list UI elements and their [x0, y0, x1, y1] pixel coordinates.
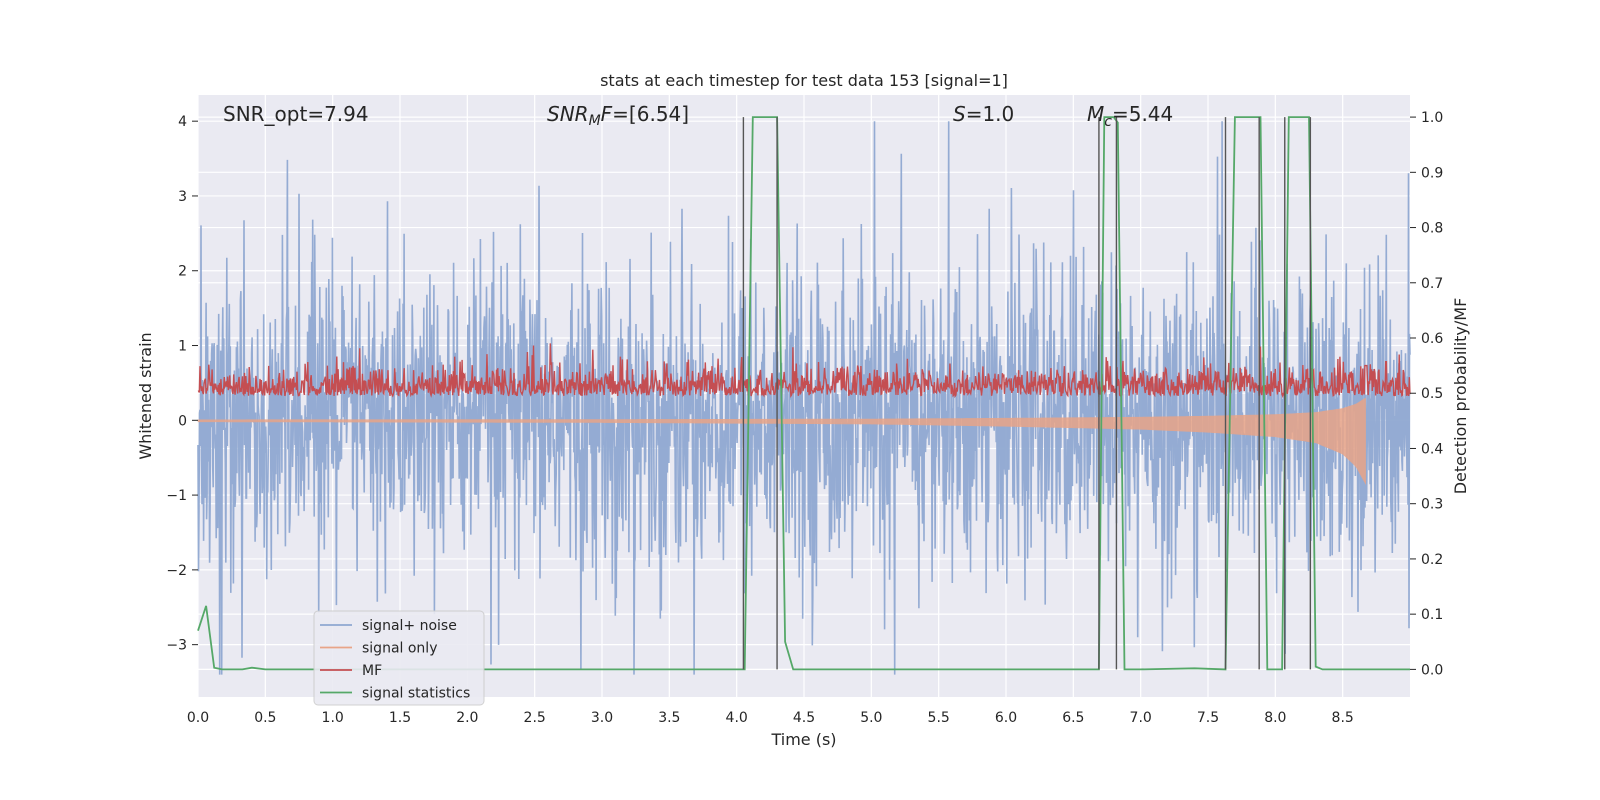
y2-tick-label: 0.7: [1421, 276, 1443, 292]
x-tick-label: 7.0: [1130, 710, 1152, 726]
x-tick-label: 2.0: [456, 710, 478, 726]
legend-label: signal only: [362, 641, 437, 657]
legend-label: signal statistics: [362, 686, 470, 702]
y-tick-label: −2: [166, 563, 187, 579]
y2-axis-label: Detection probability/MF: [1451, 298, 1470, 495]
y2-tick-label: 0.1: [1421, 607, 1443, 623]
x-tick-label: 5.0: [860, 710, 882, 726]
y2-tick-label: 0.5: [1421, 386, 1443, 402]
y-tick-label: 1: [178, 339, 187, 355]
y-tick-label: 2: [178, 264, 187, 280]
x-tick-label: 3.0: [591, 710, 613, 726]
y2-tick-label: 1.0: [1421, 110, 1443, 126]
annotation-snr-mf-value: =[6.54]: [612, 102, 689, 126]
y2-tick-label: 0.6: [1421, 331, 1443, 347]
axes: 0.0 0.5 1.0 1.5 2.0 2.5 3.0 3.5 4.0 4.5 5.0 5.5 6.0 6…: [166, 110, 1443, 726]
annotation-snr-mf: SNRMF=[6.54]: [547, 102, 689, 129]
x-tick-label: 5.5: [928, 710, 950, 726]
y-tick-label: 0: [178, 413, 187, 429]
chart-title: stats at each timestep for test data 153…: [600, 71, 1008, 90]
x-tick-label: 4.5: [793, 710, 815, 726]
x-tick-label: 1.5: [389, 710, 411, 726]
plot-content: [197, 116, 1411, 675]
x-tick-label: 7.5: [1197, 710, 1219, 726]
y2-tick-label: 0.2: [1421, 552, 1443, 568]
y2-tick-label: 0.9: [1421, 165, 1443, 181]
annotation-mc-sub: c: [1104, 114, 1112, 130]
annotation-s: S=1.0: [953, 102, 1014, 126]
x-tick-label: 1.0: [322, 710, 344, 726]
annotation-s-value: =1.0: [966, 102, 1015, 126]
annotation-snr-mf-label: SNR: [547, 102, 589, 126]
legend-label: MF: [362, 663, 382, 679]
annotation-mc-value: =5.44: [1112, 102, 1173, 126]
x-tick-label: 4.0: [726, 710, 748, 726]
annotation-snr-opt: SNR_opt=7.94: [223, 102, 369, 126]
y-tick-label: −3: [166, 638, 187, 654]
series-mf: [197, 343, 1411, 399]
y-tick-label: 4: [178, 114, 187, 130]
series-signal-only: [197, 397, 1366, 486]
x-tick-label: 6.5: [1062, 710, 1084, 726]
annotation-snr-mf-sub: M: [589, 113, 601, 129]
x-tick-label: 0.5: [254, 710, 276, 726]
x-tick-label: 6.0: [995, 710, 1017, 726]
y2-tick-label: 0.4: [1421, 441, 1443, 457]
y-axis-label: Whitened strain: [136, 332, 155, 459]
annotations: SNR_opt=7.94 SNRMF=[6.54] S=1.0 Mc=5.44: [223, 102, 1173, 130]
annotation-snr-mf-rest-italic: F: [601, 102, 613, 126]
x-tick-label: 2.5: [524, 710, 546, 726]
y2-tick-label: 0.3: [1421, 497, 1443, 513]
series-signal-noise: [197, 121, 1411, 675]
annotation-mc: Mc=5.44: [1087, 102, 1173, 130]
y-tick-label: 3: [178, 189, 187, 205]
y2-tick-label: 0.0: [1421, 662, 1443, 678]
y2-tick-label: 0.8: [1421, 221, 1443, 237]
series-signal-statistics: [197, 116, 1410, 671]
legend-box: [313, 610, 485, 706]
annotation-s-label: S: [953, 102, 966, 126]
x-tick-label: 0.0: [187, 710, 209, 726]
legend: signal+ noise signal only MF signal statist…: [313, 610, 485, 706]
x-tick-label: 3.5: [658, 710, 680, 726]
x-tick-label: 8.5: [1332, 710, 1354, 726]
x-axis-label: Time (s): [770, 730, 836, 749]
x-tick-label: 8.0: [1264, 710, 1286, 726]
legend-label: signal+ noise: [362, 618, 457, 634]
y-tick-label: −1: [166, 488, 187, 504]
annotation-mc-label: M: [1087, 102, 1104, 126]
